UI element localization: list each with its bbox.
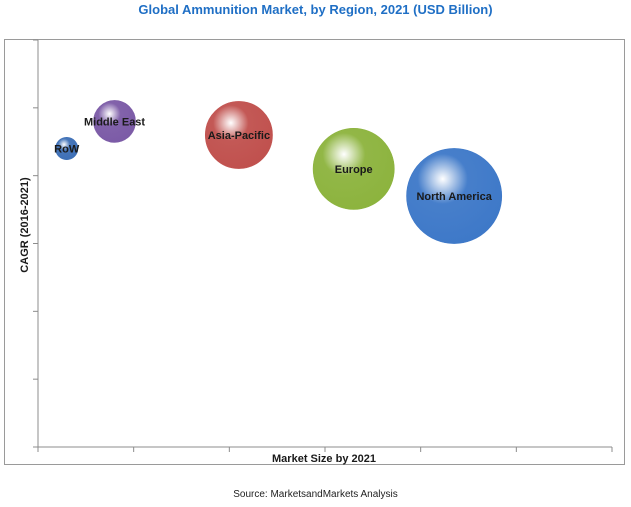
bubble-europe	[312, 127, 395, 210]
bubble-middle-east	[93, 100, 136, 143]
chart-frame	[4, 39, 625, 465]
bubble-row	[55, 137, 79, 161]
source-note: Source: MarketsandMarkets Analysis	[233, 489, 398, 500]
bubble-label: Asia-Pacific	[208, 130, 270, 142]
axes	[33, 39, 613, 452]
bubble-label: North America	[416, 191, 492, 203]
bubble-label: RoW	[54, 144, 80, 156]
bubble-label: Europe	[335, 164, 373, 176]
chart-title: Global Ammunition Market, by Region, 202…	[138, 2, 493, 17]
y-axis-title: CAGR (2016-2021)	[19, 177, 31, 273]
bubble-asia-pacific	[204, 101, 273, 169]
bubble-label: Middle East	[84, 116, 145, 128]
bubble-north-america	[406, 148, 503, 244]
bubbles: RoW Middle East Asia-Pacific Europe North Am…	[54, 100, 503, 244]
x-axis-title: Market Size by 2021	[272, 453, 376, 465]
